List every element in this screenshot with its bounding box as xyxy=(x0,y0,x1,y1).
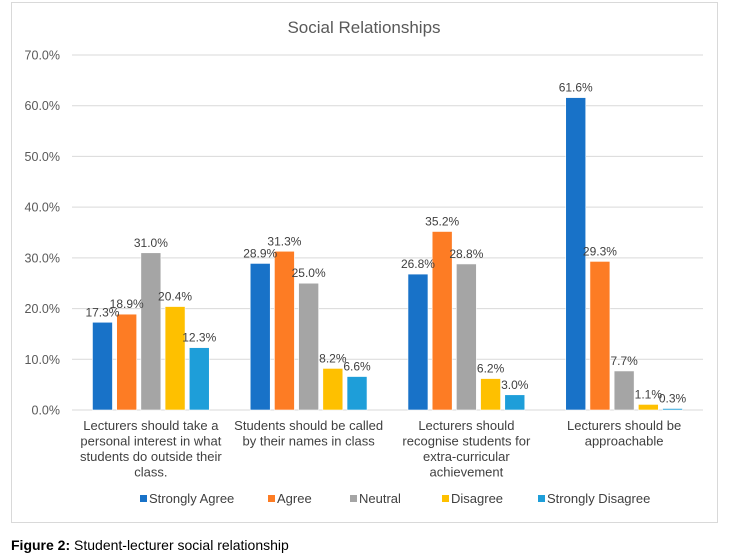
bar-strongly-disagree xyxy=(346,376,368,411)
legend-label: Strongly Agree xyxy=(149,491,234,506)
caption-label: Figure 2: xyxy=(11,537,71,553)
bar-chart: Social Relationships 0.0% 10.0% 20.0% 30.0%… xyxy=(25,18,703,506)
legend-label: Strongly Disagree xyxy=(547,491,650,506)
category-label: Lecturers should take a personal interest… xyxy=(80,418,222,480)
data-label: 12.3% xyxy=(182,331,216,345)
bar-agree xyxy=(431,231,453,411)
bar-disagree xyxy=(480,378,501,411)
legend-swatch xyxy=(538,495,545,502)
bar-strongly-disagree xyxy=(504,394,526,411)
legend-item-agree: Agree xyxy=(268,491,312,506)
data-labels: 17.3% 28.9% 26.8% 61.6% 18.9% 31.3% 35.2% 29.3%… xyxy=(85,81,686,406)
data-label: 6.2% xyxy=(477,362,505,376)
figure-caption: Figure 2: Student-lecturer social relati… xyxy=(11,537,289,553)
legend-swatch xyxy=(442,495,449,502)
bar-disagree xyxy=(322,368,344,411)
y-axis-ticks: 0.0% 10.0% 20.0% 30.0% 40.0% 50.0% 60.0% 70.0% xyxy=(25,49,60,418)
data-label: 7.7% xyxy=(610,354,638,368)
y-tick-label: 30.0% xyxy=(25,251,60,265)
y-tick-label: 40.0% xyxy=(25,201,60,215)
data-label: 1.1% xyxy=(635,387,663,401)
bar-neutral xyxy=(613,370,635,411)
legend: Strongly Agree Agree Neutral Disagree Strong… xyxy=(140,491,650,506)
category-label: Lecturers should recognise students for ex… xyxy=(402,418,531,480)
bar-strongly-agree xyxy=(565,97,587,411)
data-label: 29.3% xyxy=(583,244,617,258)
legend-item-neutral: Neutral xyxy=(350,491,401,506)
category-label: Lecturers should be approachable xyxy=(567,418,681,449)
data-label: 17.3% xyxy=(85,305,119,319)
data-label: 31.0% xyxy=(134,236,168,250)
legend-label: Agree xyxy=(277,491,312,506)
data-label: 25.0% xyxy=(292,266,326,280)
data-label: 6.6% xyxy=(343,360,371,374)
bar-agree xyxy=(589,261,611,411)
bar-neutral xyxy=(298,282,319,411)
bar-agree xyxy=(116,313,137,411)
bars xyxy=(92,97,683,411)
y-tick-label: 0.0% xyxy=(32,404,61,418)
data-label: 35.2% xyxy=(425,214,459,228)
bar-disagree xyxy=(164,306,186,411)
legend-label: Disagree xyxy=(451,491,503,506)
data-label: 0.3% xyxy=(659,391,687,405)
data-label: 28.9% xyxy=(243,246,277,260)
data-label: 28.8% xyxy=(449,247,483,261)
bar-neutral xyxy=(140,252,162,411)
legend-item-strongly-agree: Strongly Agree xyxy=(140,491,234,506)
data-label: 18.9% xyxy=(110,297,144,311)
caption-text: Student-lecturer social relationship xyxy=(70,537,289,553)
data-label: 26.8% xyxy=(401,257,435,271)
bar-neutral xyxy=(456,263,477,411)
bar-strongly-agree xyxy=(249,263,271,411)
legend-item-disagree: Disagree xyxy=(442,491,503,506)
bar-strongly-agree xyxy=(92,321,113,411)
legend-swatch xyxy=(268,495,275,502)
data-label: 61.6% xyxy=(559,81,593,95)
y-tick-label: 20.0% xyxy=(25,302,60,316)
bar-strongly-disagree xyxy=(662,408,683,411)
data-label: 3.0% xyxy=(501,378,529,392)
chart-title: Social Relationships xyxy=(287,18,440,37)
data-label: 31.3% xyxy=(267,234,301,248)
legend-label: Neutral xyxy=(359,491,401,506)
y-tick-label: 10.0% xyxy=(25,353,60,367)
bar-strongly-disagree xyxy=(188,347,210,411)
data-label: 8.2% xyxy=(319,351,347,365)
y-tick-label: 70.0% xyxy=(25,49,60,63)
bar-disagree xyxy=(638,404,659,411)
y-tick-label: 60.0% xyxy=(25,99,60,113)
category-label: Students should be called by their names … xyxy=(234,418,383,449)
legend-swatch xyxy=(350,495,357,502)
y-tick-label: 50.0% xyxy=(25,150,60,164)
bar-agree xyxy=(274,250,295,411)
category-labels: Lecturers should take a personal interest… xyxy=(80,418,681,480)
bar-strongly-agree xyxy=(407,273,429,411)
data-label: 20.4% xyxy=(158,290,192,304)
legend-swatch xyxy=(140,495,147,502)
legend-item-strongly-disagree: Strongly Disagree xyxy=(538,491,650,506)
